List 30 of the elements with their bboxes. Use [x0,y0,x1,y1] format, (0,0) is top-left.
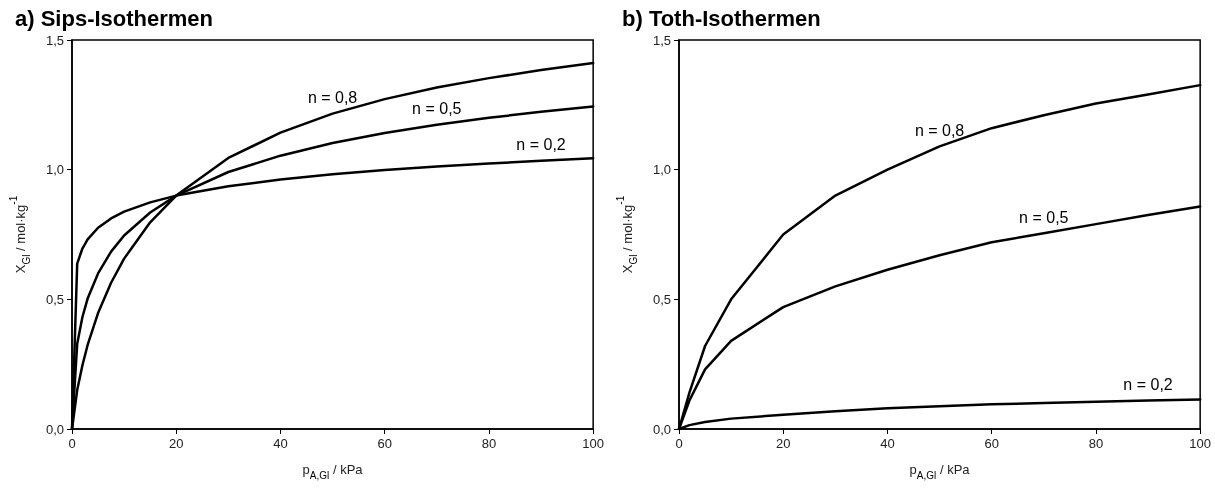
y-tick-label: 0,5 [45,291,64,307]
y-tick-label: 1,5 [45,32,64,48]
y-tick-label: 1,0 [45,162,64,178]
x-tick-label: 80 [1088,436,1104,451]
x-tick-label: 60 [984,436,999,451]
x-tick-label: 0 [675,436,683,451]
y-tick-label: 1,5 [652,32,671,48]
y-tick-label: 0,0 [652,421,671,437]
series-label: n = 0,5 [1019,208,1069,226]
x-tick-label: 0 [68,436,76,451]
x-tick-label: 80 [481,436,497,451]
series-label: n = 0,2 [1123,375,1173,393]
x-tick-label: 60 [377,436,392,451]
y-tick-label: 1,0 [652,162,671,178]
x-tick-label: 40 [273,436,288,451]
x-tick-label: 100 [1189,436,1212,451]
y-axis-title: XGl / mol·kg-1 [614,195,639,274]
x-tick-label: 20 [169,436,184,451]
y-tick-label: 0,0 [45,421,64,437]
chart-title: b) Toth-Isothermen [622,5,821,31]
y-axis-title: XGl / mol·kg-1 [7,195,32,274]
chart-title: a) Sips-Isothermen [15,5,214,31]
x-tick-label: 100 [582,436,605,451]
x-tick-label: 20 [776,436,791,451]
y-tick-label: 0,5 [652,291,671,307]
series-label: n = 0,5 [412,100,462,118]
x-tick-label: 40 [880,436,895,451]
series-label: n = 0,2 [516,136,566,154]
series-label: n = 0,8 [307,89,358,107]
series-label: n = 0,8 [914,121,965,139]
